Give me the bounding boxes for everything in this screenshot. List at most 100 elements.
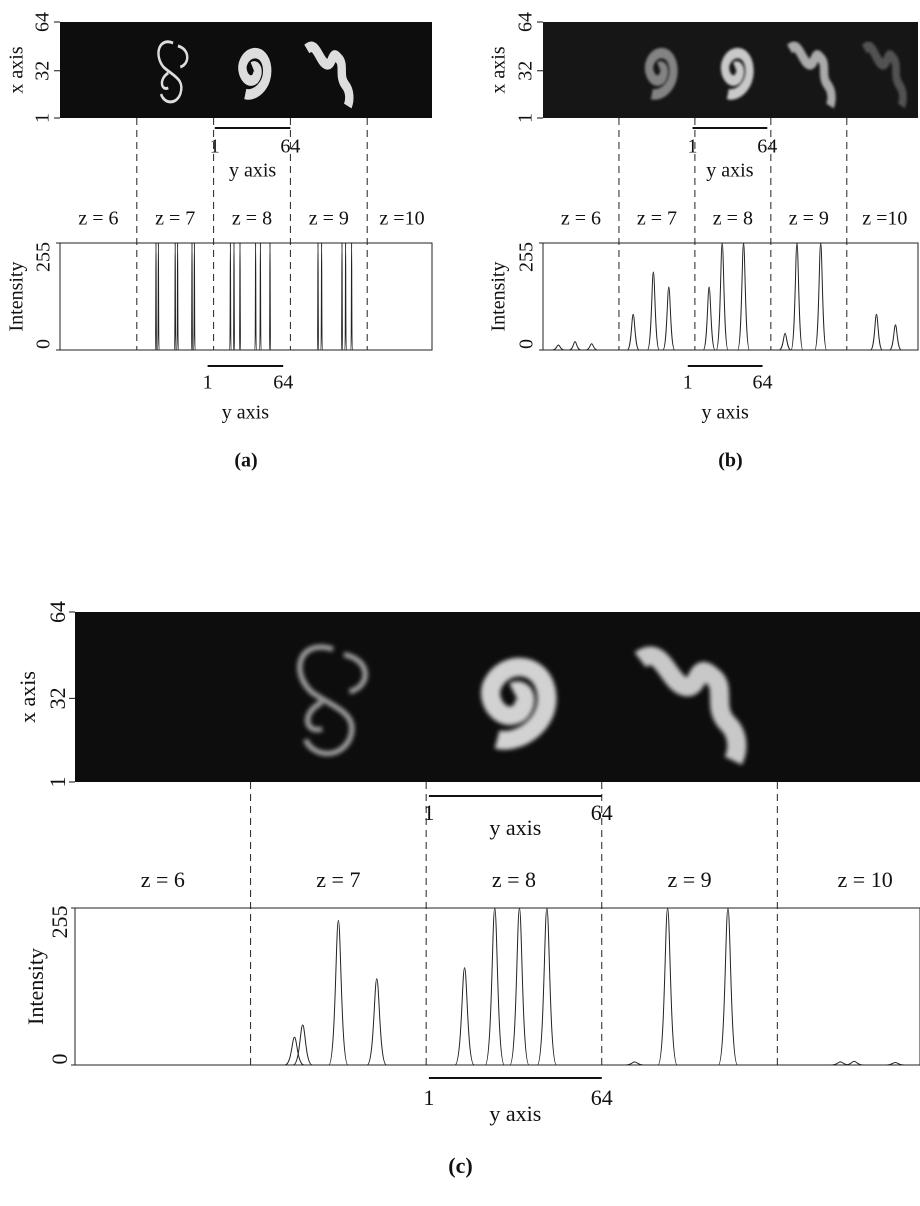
intensity-peak <box>814 242 828 351</box>
slice-label: z = 7 <box>155 208 195 230</box>
slice-label: z = 6 <box>561 208 601 230</box>
image-tick-label: 64 <box>515 12 537 32</box>
y-tick-label: 0 <box>516 339 538 349</box>
scale-bar-end: 64 <box>753 372 773 394</box>
slice-label: z =10 <box>379 208 424 230</box>
image-tick-label: 32 <box>45 687 70 709</box>
caption: (b) <box>718 450 742 472</box>
scale-bar-end: 64 <box>757 136 777 158</box>
intensity-peak <box>174 242 177 351</box>
image-tick-label: 1 <box>515 113 537 123</box>
intensity-peak <box>292 1024 313 1066</box>
scale-bar-start: 1 <box>210 136 220 158</box>
intensity-peak <box>344 242 347 351</box>
image-axis-label: x axis <box>488 46 510 93</box>
intensity-peak <box>585 343 598 351</box>
intensity-peak <box>259 242 262 351</box>
slice-label: z = 6 <box>78 208 118 230</box>
scale-bar-label: y axis <box>489 815 541 840</box>
image-tick-label: 64 <box>32 12 54 32</box>
y-tick-label: 0 <box>47 1054 72 1065</box>
intensity-peak <box>350 242 353 351</box>
y-tick-label: 255 <box>516 242 538 272</box>
plot-frame <box>74 907 920 1066</box>
slice-label: z = 10 <box>838 867 893 892</box>
intensity-peak <box>715 242 729 351</box>
scale-bar-end: 64 <box>591 1085 613 1110</box>
intensity-peak <box>568 341 582 351</box>
scale-bar-label: y axis <box>706 160 753 182</box>
intensity-peak <box>484 907 505 1066</box>
slice-label: z = 9 <box>667 867 711 892</box>
scale-bar-start: 1 <box>688 136 698 158</box>
intensity-peak <box>885 1062 905 1066</box>
intensity-peak <box>844 1060 864 1066</box>
slice-label: z = 9 <box>789 208 829 230</box>
intensity-peak <box>626 313 640 351</box>
slice-label: z = 7 <box>316 867 360 892</box>
intensity-peak <box>254 242 257 351</box>
intensity-peak <box>229 242 232 351</box>
image-axis-label: x axis <box>15 671 40 723</box>
scale-bar-start: 1 <box>423 800 434 825</box>
intensity-peak <box>625 1061 645 1066</box>
y-axis-label: Intensity <box>23 948 48 1025</box>
y-tick-label: 255 <box>47 906 72 939</box>
image-axis-label: x axis <box>6 46 28 93</box>
intensity-peak <box>702 286 716 351</box>
slice-label: z =10 <box>862 208 907 230</box>
slice-label: z = 8 <box>232 208 272 230</box>
intensity-peak <box>552 344 565 351</box>
caption: (a) <box>234 450 257 472</box>
scale-bar-label: y axis <box>489 1101 541 1126</box>
intensity-peak <box>328 919 349 1066</box>
y-axis-label: Intensity <box>6 262 28 332</box>
scale-bar-start: 1 <box>203 372 213 394</box>
intensity-peak <box>657 907 678 1066</box>
image-tick-label: 1 <box>32 113 54 123</box>
image-tick-label: 64 <box>45 601 70 623</box>
scale-bar-end: 64 <box>273 372 293 394</box>
intensity-peak <box>340 242 344 351</box>
scale-bar-label: y axis <box>222 402 269 424</box>
slice-label: z = 9 <box>309 208 349 230</box>
scale-bar-label: y axis <box>702 402 749 424</box>
intensity-peak <box>662 286 676 351</box>
slice-label: z = 8 <box>713 208 753 230</box>
intensity-peak <box>778 332 792 351</box>
scale-bar-start: 1 <box>683 372 693 394</box>
y-tick-label: 0 <box>33 339 55 349</box>
slice-label: z = 6 <box>141 867 185 892</box>
image-tick-label: 1 <box>45 777 70 788</box>
image-strip <box>543 22 918 118</box>
y-axis-label: Intensity <box>488 262 510 332</box>
caption: (c) <box>448 1153 472 1178</box>
slice-label: z = 7 <box>637 208 677 230</box>
plot-frame <box>542 242 919 351</box>
image-tick-label: 32 <box>32 61 54 81</box>
intensity-peak <box>284 1036 305 1066</box>
intensity-peak <box>717 907 739 1066</box>
intensity-peak <box>790 242 804 351</box>
intensity-peak <box>737 242 750 351</box>
intensity-peak <box>646 271 660 351</box>
intensity-peak <box>176 242 179 351</box>
intensity-peak <box>193 242 196 351</box>
intensity-peak <box>830 1061 851 1066</box>
intensity-peak <box>232 242 236 351</box>
image-tick-label: 32 <box>515 61 537 81</box>
y-tick-label: 255 <box>33 242 55 272</box>
intensity-peak <box>454 967 475 1066</box>
intensity-peak <box>154 242 158 351</box>
scale-bar-start: 1 <box>423 1085 434 1110</box>
intensity-peak <box>157 242 160 351</box>
scale-bar-label: y axis <box>229 160 276 182</box>
intensity-peak <box>316 242 320 351</box>
intensity-peak <box>238 242 242 351</box>
intensity-peak <box>536 907 557 1066</box>
plot-frame <box>59 242 433 351</box>
